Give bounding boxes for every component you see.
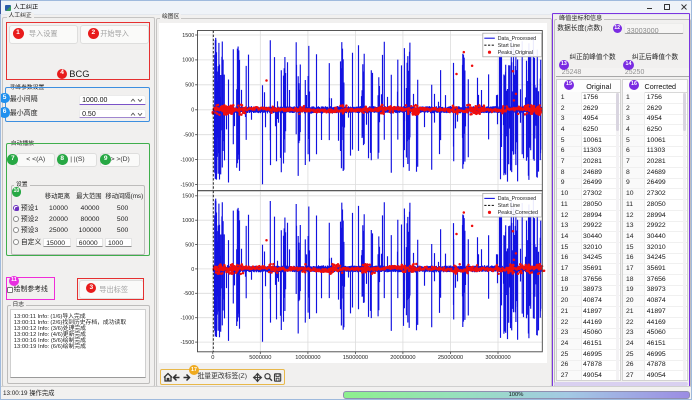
svg-text:30000000: 30000000	[485, 355, 510, 361]
svg-text:-500: -500	[183, 291, 194, 297]
svg-text:0: 0	[211, 355, 214, 361]
svg-text:500: 500	[185, 82, 194, 88]
svg-text:1000: 1000	[182, 218, 194, 224]
svg-text:Data_Processed: Data_Processed	[497, 36, 535, 42]
svg-text:500: 500	[185, 242, 194, 248]
svg-text:-1500: -1500	[180, 339, 194, 345]
svg-text:1000: 1000	[182, 57, 194, 63]
svg-text:Start Line: Start Line	[497, 43, 519, 49]
svg-text:1500: 1500	[182, 193, 194, 199]
svg-text:10000000: 10000000	[295, 355, 320, 361]
svg-text:0: 0	[191, 107, 194, 113]
svg-text:20000000: 20000000	[390, 355, 415, 361]
svg-text:0: 0	[191, 266, 194, 272]
svg-text:Peaks_Corrected: Peaks_Corrected	[497, 210, 537, 216]
svg-text:15000000: 15000000	[342, 355, 367, 361]
svg-text:1500: 1500	[182, 32, 194, 38]
svg-text:-1000: -1000	[180, 157, 194, 163]
svg-text:5000000: 5000000	[249, 355, 271, 361]
svg-text:-1000: -1000	[180, 315, 194, 321]
svg-text:Start Line: Start Line	[497, 203, 519, 209]
svg-text:-500: -500	[183, 132, 194, 138]
svg-text:Peaks_Original: Peaks_Original	[497, 50, 532, 56]
svg-text:25000000: 25000000	[437, 355, 462, 361]
svg-text:Data_Processed: Data_Processed	[497, 196, 535, 202]
svg-text:-1500: -1500	[180, 182, 194, 188]
